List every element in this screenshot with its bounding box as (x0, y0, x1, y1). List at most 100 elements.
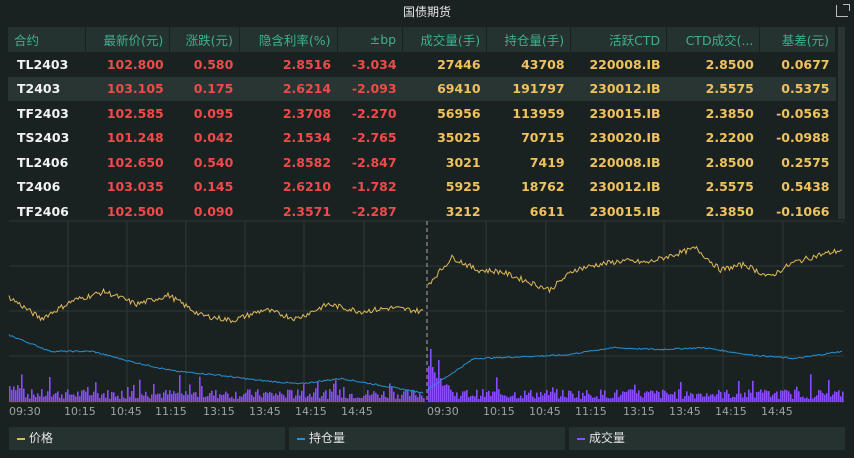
volume-bar (353, 398, 355, 402)
column-header[interactable]: 合约 (8, 27, 87, 52)
x-tick-label: 13:15 (203, 405, 235, 418)
volume-bar (235, 391, 237, 402)
table-cell: 43708 (521, 56, 565, 72)
volume-bar (333, 383, 335, 402)
table-scrollbar[interactable] (838, 27, 845, 219)
volume-bar (315, 388, 317, 402)
volume-bar (345, 397, 347, 402)
volume-bar (257, 389, 259, 402)
volume-bar (19, 388, 21, 402)
volume-bar (716, 394, 718, 402)
column-header[interactable]: 成交量(手) (402, 27, 488, 52)
x-tick-label: 13:15 (623, 405, 655, 418)
volume-bar (215, 390, 217, 402)
table-cell: 230012.IB (570, 76, 667, 101)
table-row[interactable]: TL2403 102.800 0.580 2.8516 -3.034 27446 43708… (8, 52, 836, 77)
volume-bar (141, 394, 143, 402)
table-row[interactable]: TS2403 101.248 0.042 2.1534 -2.765 35025 70715… (8, 126, 836, 151)
table-cell: TF2403 (17, 105, 69, 121)
volume-bar (566, 397, 568, 402)
volume-bar (706, 393, 708, 402)
volume-bar (299, 395, 301, 402)
column-header[interactable]: 涨跌(元) (169, 27, 240, 52)
table-cell: 0.175 (169, 76, 240, 101)
volume-bar (279, 391, 281, 402)
volume-bar (285, 397, 287, 402)
x-tick-label: 14:15 (295, 405, 327, 418)
column-header[interactable]: ±bp (337, 27, 404, 52)
popout-icon[interactable] (836, 4, 850, 17)
table-cell: 113959 (512, 105, 565, 121)
table-cell: 103.035 (106, 179, 164, 195)
volume-bar (596, 396, 598, 402)
table-row[interactable]: T2406 103.035 0.145 2.6210 -1.782 5925 18762 23… (8, 175, 836, 200)
volume-bar (327, 398, 329, 402)
volume-bar (626, 391, 628, 402)
volume-bar (836, 392, 838, 402)
table-cell: 230012.IB (589, 179, 661, 195)
column-header[interactable]: CTD成交(... (666, 27, 761, 52)
volume-bar (15, 390, 17, 402)
table-cell: 0.145 (193, 179, 234, 195)
volume-bar (460, 395, 462, 402)
volume-bar (590, 395, 592, 402)
volume-bar (594, 397, 596, 402)
volume-bar (171, 394, 173, 402)
volume-bar (153, 383, 155, 402)
x-tick-label: 10:45 (529, 405, 561, 418)
table-cell: -0.1066 (776, 203, 830, 219)
volume-bar (688, 395, 690, 402)
volume-bar (223, 394, 225, 402)
volume-bar (53, 394, 55, 402)
volume-bar (159, 393, 161, 402)
volume-bar (754, 397, 756, 402)
table-row[interactable]: TF2403 102.585 0.095 2.3708 -2.270 56956 11395… (8, 101, 836, 126)
column-header[interactable]: 持仓量(手) (486, 27, 572, 52)
volume-bar (147, 396, 149, 402)
volume-bar (704, 396, 706, 402)
volume-bar (628, 389, 630, 402)
volume-bar (534, 398, 536, 402)
volume-bar (612, 397, 614, 402)
table-row[interactable]: TL2406 102.650 0.540 2.8582 -2.847 3021 7419 22… (8, 150, 836, 175)
x-tick-label: 11:15 (155, 405, 187, 418)
volume-bar (87, 386, 89, 402)
volume-bar (470, 396, 472, 402)
x-tick-label: 14:45 (761, 405, 793, 418)
volume-bar (676, 398, 678, 402)
volume-bar (692, 394, 694, 402)
volume-bar (448, 385, 450, 402)
volume-bar (638, 390, 640, 402)
volume-bar (11, 389, 13, 402)
volume-bar (275, 393, 277, 402)
legend-price[interactable]: 价格 (9, 427, 285, 450)
table-row[interactable]: T2403 103.105 0.175 2.6214 -2.093 69410 191797… (8, 76, 836, 101)
legend-open-interest[interactable]: 持仓量 (289, 427, 565, 450)
volume-bar (582, 392, 584, 402)
volume-bar (734, 397, 736, 402)
legend-volume[interactable]: 成交量 (569, 427, 845, 450)
volume-bar (165, 389, 167, 402)
column-header[interactable]: 活跃CTD (570, 27, 668, 52)
volume-bar (762, 392, 764, 402)
volume-bar (580, 398, 582, 402)
volume-bar (464, 391, 466, 402)
volume-bar (528, 392, 530, 402)
volume-bar (782, 390, 784, 402)
column-header[interactable]: 基差(元) (759, 27, 836, 52)
volume-bar (259, 395, 261, 402)
volume-bar (137, 397, 139, 402)
volume-bar (161, 397, 163, 402)
volume-bar (674, 391, 676, 402)
volume-bar (830, 396, 832, 402)
column-header[interactable]: 隐含利率(%) (239, 27, 338, 52)
table-row[interactable]: TF2406 102.500 0.090 2.3571 -2.287 3212 6611 23… (8, 199, 836, 224)
volume-bar (526, 394, 528, 402)
column-header[interactable]: 最新价(元) (85, 27, 171, 52)
volume-bar (816, 395, 818, 402)
volume-bar (682, 398, 684, 402)
table-cell: 69410 (402, 76, 487, 101)
volume-bar (57, 391, 59, 402)
volume-bar (367, 390, 369, 402)
volume-bar (401, 394, 403, 402)
